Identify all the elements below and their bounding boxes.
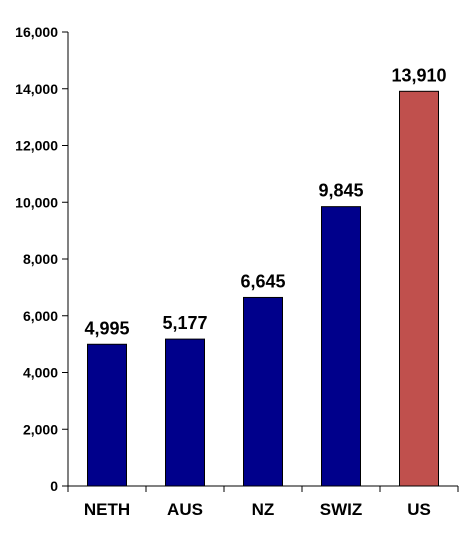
y-tick-label: 0 <box>50 478 58 494</box>
y-tick-label: 16,000 <box>15 24 58 40</box>
bar-us <box>399 90 439 487</box>
x-tick-label: AUS <box>167 500 203 519</box>
data-label-swiz: 9,845 <box>318 181 363 201</box>
bars <box>87 90 439 487</box>
bar-swiz <box>321 206 361 487</box>
data-label-nz: 6,645 <box>240 271 285 291</box>
bar-nz <box>243 296 283 487</box>
data-label-neth: 4,995 <box>84 318 129 338</box>
y-tick-label: 2,000 <box>23 421 58 437</box>
data-labels: 4,995 5,177 6,645 9,845 13,910 <box>84 65 446 338</box>
data-label-aus: 5,177 <box>162 313 207 333</box>
x-tick-label: NZ <box>252 500 275 519</box>
y-tick-label: 14,000 <box>15 81 58 97</box>
y-tick-label: 10,000 <box>15 194 58 210</box>
x-tick-label: NETH <box>84 500 130 519</box>
y-tick-label: 4,000 <box>23 365 58 381</box>
y-axis: 0 2,000 4,000 6,000 8,000 10,000 12,000 14,000 1… <box>15 24 69 494</box>
y-tick-label: 8,000 <box>23 251 58 267</box>
data-label-us: 13,910 <box>391 65 446 85</box>
x-axis: NETH AUS NZ SWIZ US <box>67 485 459 519</box>
y-tick-label: 12,000 <box>15 138 58 154</box>
bar-neth <box>87 343 127 487</box>
bar-aus <box>165 338 205 487</box>
x-tick-label: SWIZ <box>320 500 363 519</box>
x-tick-label: US <box>407 500 431 519</box>
y-tick-label: 6,000 <box>23 308 58 324</box>
